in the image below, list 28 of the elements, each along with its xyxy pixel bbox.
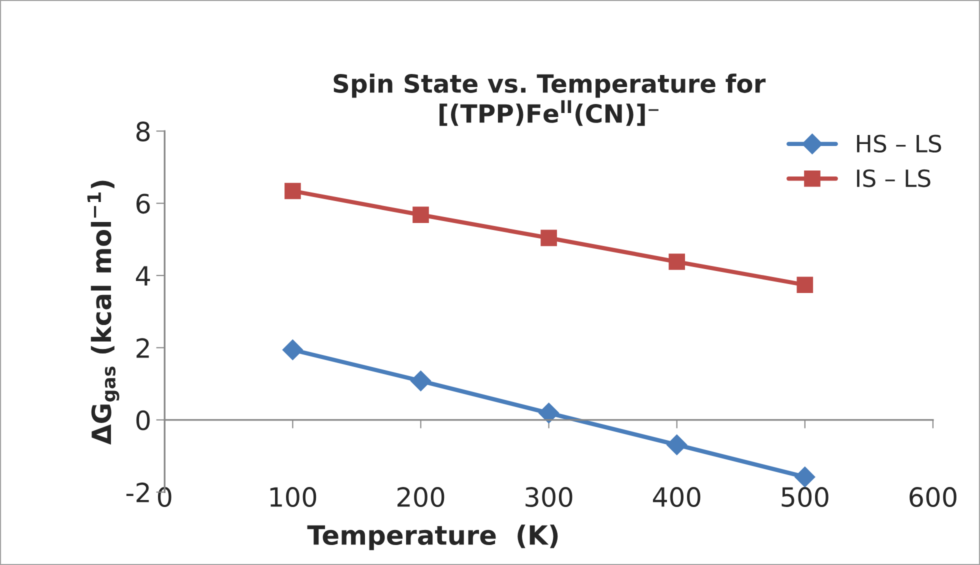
point xyxy=(284,182,301,200)
x-tick-label: 400 xyxy=(652,487,700,507)
legend-label: IS – LS xyxy=(857,169,930,188)
x-tick-label: 200 xyxy=(397,487,444,507)
point xyxy=(282,340,304,360)
legend-label: HS – LS xyxy=(857,134,942,153)
point xyxy=(796,276,814,294)
y-tick-label: -2 xyxy=(126,482,149,502)
y-tick-label: 2 xyxy=(136,338,149,358)
y-tick-label: 6 xyxy=(136,194,150,214)
point xyxy=(410,370,432,392)
chart-title: Spin State vs. Temperature for [(TPP)Fe$^{II}$(CN)]⁻ xyxy=(334,74,766,126)
y-axis-title: ΔG$_{gas}$ (kcal mol$^{−1}$) xyxy=(87,180,120,445)
y-tick-label: 8 xyxy=(136,122,150,142)
x-axis-title: Temperature (K) xyxy=(307,524,558,550)
x-tick-label: 600 xyxy=(910,487,956,507)
point xyxy=(794,466,816,488)
point xyxy=(540,230,557,246)
point xyxy=(666,434,688,456)
point xyxy=(668,254,686,270)
y-tick-label: 0 xyxy=(136,410,150,430)
x-tick-label: 0 xyxy=(158,487,172,507)
x-tick-label: 300 xyxy=(526,487,572,507)
x-tick-label: 100 xyxy=(270,487,316,507)
point xyxy=(538,402,560,424)
y-tick-label: 4 xyxy=(136,266,150,286)
point xyxy=(412,206,429,223)
x-tick-label: 500 xyxy=(782,487,828,507)
